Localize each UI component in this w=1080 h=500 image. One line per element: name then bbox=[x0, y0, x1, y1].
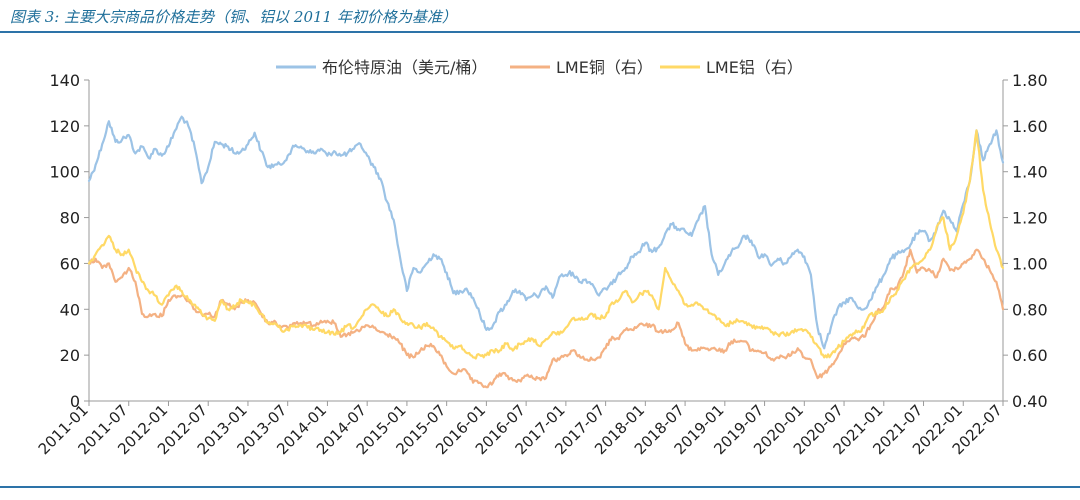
series-line-2 bbox=[87, 129, 1005, 360]
y-left-tick-label: 20 bbox=[60, 346, 80, 365]
line-chart: 布伦特原油（美元/桶） LME铜（右） LME铝（右） 0 20 40 60 80 100 12… bbox=[35, 58, 1048, 458]
bottom-rule bbox=[0, 486, 1080, 488]
y-right-tick-label: 1.80 bbox=[1012, 71, 1048, 90]
figure-title: 图表 3: 主要大宗商品价格走势（铜、铝以 2011 年初价格为基准） bbox=[10, 8, 457, 26]
y-left-tick-label: 120 bbox=[49, 117, 80, 136]
y-right-tick-label: 1.20 bbox=[1012, 209, 1048, 228]
series-lines bbox=[87, 115, 1005, 389]
series-line-0 bbox=[87, 115, 1005, 350]
y-right-tick-label: 1.00 bbox=[1012, 254, 1048, 273]
y-left-tick-label: 0 bbox=[70, 392, 80, 411]
y-left-tick-label: 140 bbox=[49, 71, 80, 90]
y-right-tick-label: 0.40 bbox=[1012, 392, 1048, 411]
legend-label-0: 布伦特原油（美元/桶） bbox=[322, 58, 487, 77]
tick-labels: 0 20 40 60 80 100 120 140 0.40 0.60 0.80 1.00 1.20 1.… bbox=[35, 71, 1048, 458]
legend: 布伦特原油（美元/桶） LME铜（右） LME铝（右） bbox=[276, 58, 803, 77]
legend-label-1: LME铜（右） bbox=[556, 58, 653, 77]
y-right-tick-label: 0.60 bbox=[1012, 346, 1048, 365]
top-rule bbox=[0, 31, 1080, 33]
y-right-tick-label: 1.60 bbox=[1012, 117, 1048, 136]
y-left-tick-label: 60 bbox=[60, 254, 80, 273]
legend-label-2: LME铝（右） bbox=[706, 58, 803, 77]
y-right-tick-label: 1.40 bbox=[1012, 163, 1048, 182]
y-left-tick-label: 40 bbox=[60, 300, 80, 319]
series-line-1 bbox=[87, 248, 1005, 389]
y-right-tick-label: 0.80 bbox=[1012, 300, 1048, 319]
y-left-tick-label: 80 bbox=[60, 209, 80, 228]
y-left-tick-label: 100 bbox=[49, 163, 80, 182]
axes bbox=[84, 79, 1008, 406]
